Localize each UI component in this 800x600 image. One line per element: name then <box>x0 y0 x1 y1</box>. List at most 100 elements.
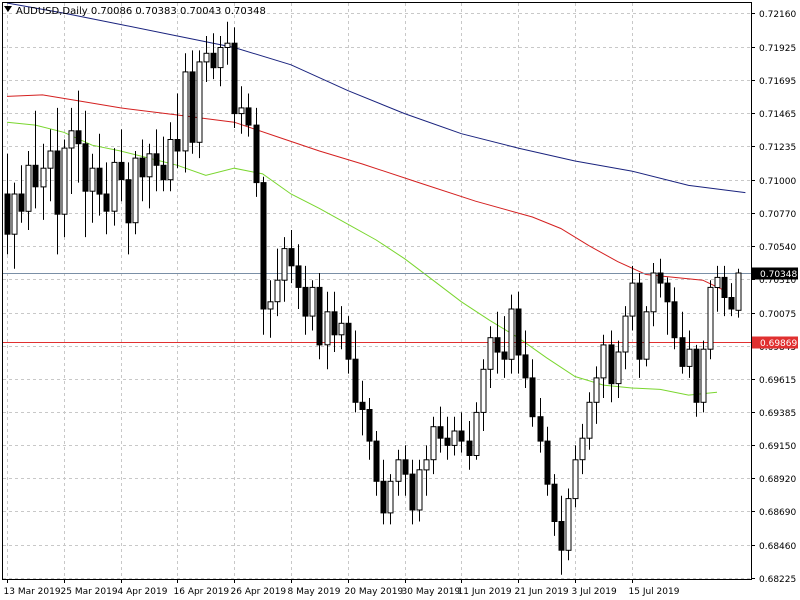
candle <box>551 474 558 536</box>
bear-candle-body <box>373 440 380 482</box>
x-tick-label: 16 Apr 2019 <box>174 587 230 597</box>
bear-candle-body <box>728 297 735 310</box>
bull-candle-body <box>451 430 458 446</box>
candle <box>600 334 607 398</box>
candle <box>629 265 636 331</box>
bull-candle-body <box>629 282 636 317</box>
candle <box>132 151 139 235</box>
candle <box>359 380 366 436</box>
candle <box>558 495 565 575</box>
candle <box>167 122 174 192</box>
candle <box>501 316 508 378</box>
y-tick-label: 0.70770 <box>759 210 796 220</box>
candle <box>111 148 118 226</box>
candle <box>224 21 231 65</box>
bear-candle-body <box>210 52 217 69</box>
ma-slow-line <box>6 2 746 194</box>
candle <box>139 139 146 202</box>
candle <box>196 50 203 159</box>
bull-candle-body <box>572 459 579 500</box>
candle <box>338 306 345 350</box>
candle <box>409 459 416 525</box>
candle <box>217 36 224 87</box>
candle <box>615 340 622 398</box>
bear-candle-body <box>32 164 39 188</box>
candle <box>707 280 714 360</box>
candle <box>302 265 309 335</box>
candle <box>544 426 551 496</box>
y-tick-label: 0.70075 <box>759 310 796 320</box>
candle <box>671 287 678 350</box>
current-price-label: 0.70348 <box>752 267 798 280</box>
bear-candle-body <box>501 351 508 360</box>
chart-header: AUDUSD,Daily 0.70086 0.70383 0.70043 0.7… <box>4 6 266 17</box>
price-axis[interactable]: 0.72160 0.71925 0.71695 0.71465 0.71235 0.710… <box>751 10 796 585</box>
x-tick-label: 30 May 2019 <box>402 587 461 597</box>
level-price-label: 0.69869 <box>752 336 798 349</box>
bear-candle-body <box>494 337 501 353</box>
candle <box>466 421 473 470</box>
y-tick-label: 0.71465 <box>759 110 796 120</box>
bear-candle-body <box>153 153 160 166</box>
candle <box>430 416 437 475</box>
candle <box>4 153 11 255</box>
candle <box>281 237 288 302</box>
y-tick-label: 0.71925 <box>759 44 796 54</box>
candle <box>473 402 480 460</box>
y-tick-label: 0.68460 <box>759 542 796 552</box>
candle <box>522 330 529 388</box>
time-axis[interactable]: 13 Mar 2019 25 Mar 2019 4 Apr 2019 16 Apr 2… <box>4 579 680 597</box>
candle <box>608 330 615 403</box>
bear-candle-body <box>466 440 473 457</box>
bull-candle-body <box>89 167 96 192</box>
bear-candle-body <box>664 282 671 303</box>
price-labels: 0.70348 0.69869 <box>752 267 798 349</box>
candle <box>423 445 430 496</box>
bull-candle-body <box>182 71 189 152</box>
x-tick-label: 11 Jun 2019 <box>458 587 512 597</box>
candle <box>146 143 153 209</box>
bull-candle-body <box>600 344 607 379</box>
y-tick-label: 0.72160 <box>759 10 796 20</box>
candle <box>494 311 501 374</box>
bear-candle-body <box>316 286 323 346</box>
bear-candle-body <box>352 358 359 403</box>
bull-candle-body <box>238 107 245 115</box>
candle <box>444 416 451 460</box>
candle <box>508 294 515 374</box>
bull-candle-body <box>309 286 316 317</box>
bear-candle-body <box>18 193 25 212</box>
bull-candle-body <box>25 164 32 212</box>
candle <box>679 311 686 374</box>
bull-candle-body <box>324 311 331 346</box>
candle <box>451 416 458 456</box>
candle <box>68 107 75 194</box>
bear-candle-body <box>636 282 643 360</box>
candle <box>437 406 444 453</box>
bull-candle-body <box>68 130 75 149</box>
candle <box>89 153 96 223</box>
candle <box>537 398 544 453</box>
candle <box>345 316 352 374</box>
bull-candle-body <box>430 426 437 461</box>
bull-candle-body <box>686 348 693 367</box>
candle <box>402 445 409 496</box>
bull-candle-body <box>203 52 210 63</box>
candle <box>288 230 295 284</box>
y-tick-label: 0.70310 <box>759 276 796 286</box>
bull-candle-body <box>61 147 68 215</box>
bear-candle-body <box>693 348 700 403</box>
candle <box>622 306 629 370</box>
candle <box>267 280 274 338</box>
candle <box>238 86 245 134</box>
bull-candle-body <box>643 311 650 360</box>
candle <box>245 93 252 137</box>
bear-candle-body <box>558 521 565 551</box>
bear-candle-body <box>345 322 352 360</box>
candle <box>480 359 487 431</box>
candle <box>25 151 32 230</box>
candle <box>160 136 167 192</box>
x-tick-label: 20 May 2019 <box>345 587 404 597</box>
candles <box>4 21 742 575</box>
